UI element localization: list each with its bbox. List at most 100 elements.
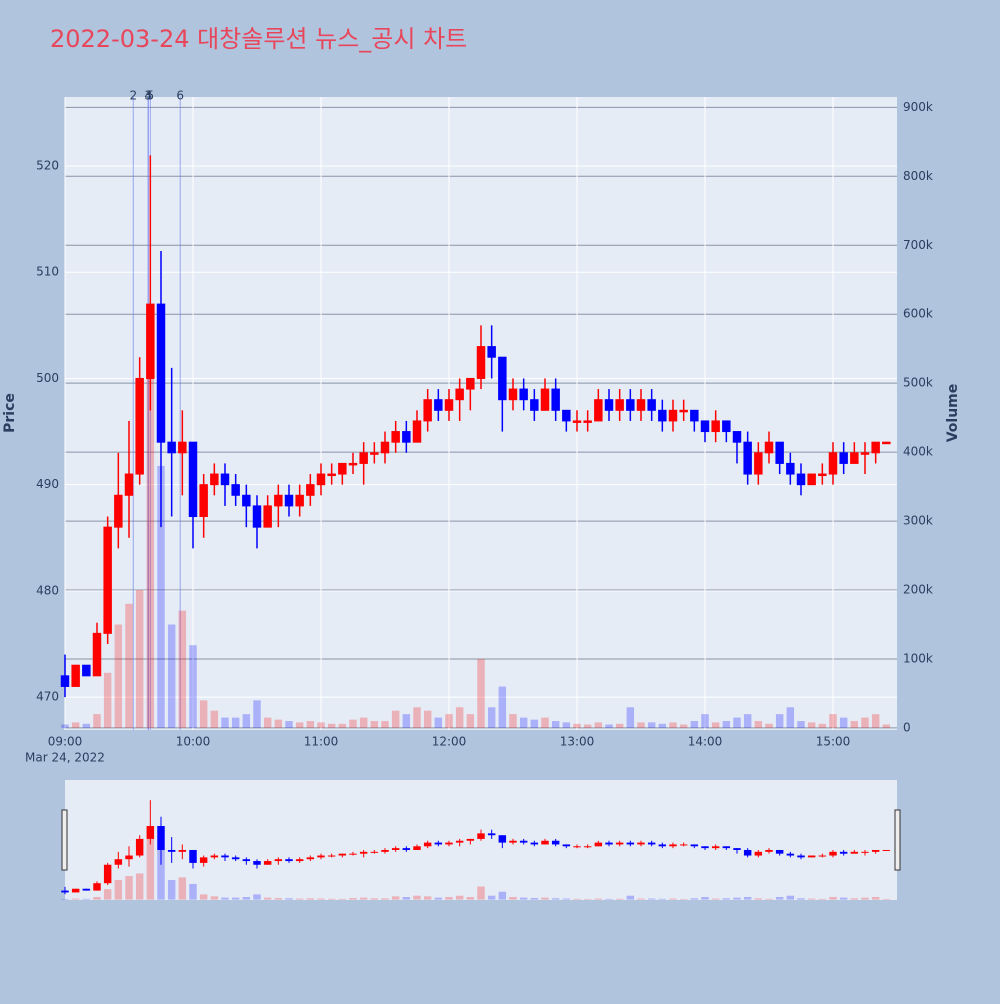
slider-candle-body bbox=[455, 840, 464, 843]
slider-volume-bar bbox=[285, 898, 293, 900]
volume-bar bbox=[765, 723, 773, 728]
candle-body bbox=[156, 303, 166, 443]
volume-bar bbox=[551, 721, 560, 728]
candle-body bbox=[476, 346, 486, 379]
volume-bar bbox=[189, 645, 197, 728]
candle-body bbox=[711, 420, 720, 433]
y-axis-label: Price bbox=[2, 393, 18, 433]
slider-volume-bar bbox=[765, 898, 773, 900]
candle-body bbox=[604, 399, 614, 411]
slider-candle-body bbox=[477, 833, 485, 839]
y2-tick-label: 200k bbox=[903, 583, 933, 597]
slider-candle-body bbox=[178, 849, 187, 852]
slider-candle-body bbox=[605, 842, 613, 845]
slider-candle-body bbox=[349, 853, 357, 855]
candle-body bbox=[92, 632, 102, 677]
volume-bar bbox=[530, 719, 539, 728]
candle-body bbox=[508, 388, 518, 401]
slider-candle-body bbox=[850, 851, 859, 854]
slider-candle-body bbox=[82, 888, 91, 891]
candle-body bbox=[530, 399, 539, 411]
slider-volume-bar bbox=[61, 898, 69, 900]
slider-volume-bar bbox=[754, 898, 763, 900]
volume-bar bbox=[317, 722, 325, 728]
slider-volume-bar bbox=[71, 898, 80, 900]
volume-bar bbox=[338, 723, 347, 728]
range-handle-left[interactable] bbox=[61, 809, 68, 871]
slider-volume-bar bbox=[690, 898, 699, 900]
annotation-label: 5 bbox=[147, 89, 155, 103]
slider-volume-bar bbox=[114, 880, 123, 900]
range-handle-right[interactable] bbox=[894, 809, 901, 871]
candle-body bbox=[295, 494, 304, 507]
slider-volume-bar bbox=[445, 896, 453, 900]
slider-candle-body bbox=[882, 849, 891, 851]
slider-candle-body bbox=[221, 855, 229, 858]
slider-volume-bar bbox=[455, 895, 464, 900]
slider-volume-bar bbox=[135, 873, 144, 900]
slider-candle-body bbox=[786, 853, 795, 856]
slider-candle-body bbox=[551, 840, 560, 845]
volume-bar bbox=[669, 722, 677, 728]
candle-body bbox=[860, 452, 870, 455]
volume-bar bbox=[253, 700, 261, 728]
candle-body bbox=[519, 388, 528, 401]
candle-body bbox=[252, 505, 262, 528]
slider-volume-bar bbox=[829, 896, 837, 900]
x-tick-label: 11:00 bbox=[304, 735, 339, 749]
slider-candle-body bbox=[754, 851, 763, 856]
slider-volume-bar bbox=[839, 897, 848, 900]
candle-body bbox=[668, 409, 678, 422]
slider-candle-body bbox=[679, 844, 688, 846]
slider-candle-body bbox=[583, 846, 592, 848]
volume-bar bbox=[647, 722, 656, 728]
y2-tick-label: 100k bbox=[903, 651, 933, 665]
slider-volume-bar bbox=[583, 898, 592, 900]
candle-body bbox=[551, 388, 560, 411]
candle-body bbox=[274, 494, 283, 507]
candle-body bbox=[423, 399, 432, 422]
candle-body bbox=[82, 664, 91, 677]
volume-bar bbox=[274, 719, 283, 728]
candle-body bbox=[690, 409, 699, 422]
slider-candle-body bbox=[541, 840, 549, 845]
slider-volume-bar bbox=[253, 894, 261, 900]
slider-candle-body bbox=[871, 849, 880, 852]
volume-bar bbox=[221, 717, 229, 728]
candle-body bbox=[199, 484, 208, 518]
slider-candle-body bbox=[157, 825, 165, 850]
candle-body bbox=[370, 452, 379, 455]
candle-body bbox=[220, 473, 230, 486]
volume-bar bbox=[829, 714, 837, 728]
volume-bar bbox=[199, 700, 208, 728]
volume-bar bbox=[605, 724, 613, 728]
candle-body bbox=[871, 441, 880, 454]
slider-volume-bar bbox=[626, 895, 635, 900]
candle-body bbox=[828, 452, 838, 475]
slider-volume-bar bbox=[306, 898, 315, 900]
slider-volume-bar bbox=[274, 898, 283, 900]
slider-volume-bar bbox=[349, 898, 357, 900]
slider-candle-body bbox=[658, 844, 667, 847]
slider-candle-body bbox=[135, 838, 144, 856]
slider-candle-body bbox=[530, 842, 539, 845]
slider-volume-bar bbox=[775, 896, 784, 900]
slider-candle-body bbox=[818, 855, 827, 857]
slider-volume-bar bbox=[722, 898, 731, 900]
slider-volume-bar bbox=[157, 849, 165, 900]
candle-body bbox=[124, 473, 134, 496]
slider-candle-body bbox=[647, 842, 656, 845]
slider-volume-bar bbox=[509, 896, 517, 900]
candle-body bbox=[231, 484, 240, 496]
candle-body bbox=[146, 303, 155, 379]
volume-bar bbox=[381, 721, 389, 728]
candle-body bbox=[306, 484, 315, 496]
volume-bar bbox=[722, 721, 731, 728]
slider-volume-bar bbox=[242, 896, 251, 900]
slider-candle-body bbox=[487, 833, 496, 836]
slider-candle-body bbox=[839, 851, 848, 854]
volume-bar bbox=[711, 722, 720, 728]
slider-candle-body bbox=[669, 844, 677, 847]
slider-volume-bar bbox=[103, 889, 112, 900]
